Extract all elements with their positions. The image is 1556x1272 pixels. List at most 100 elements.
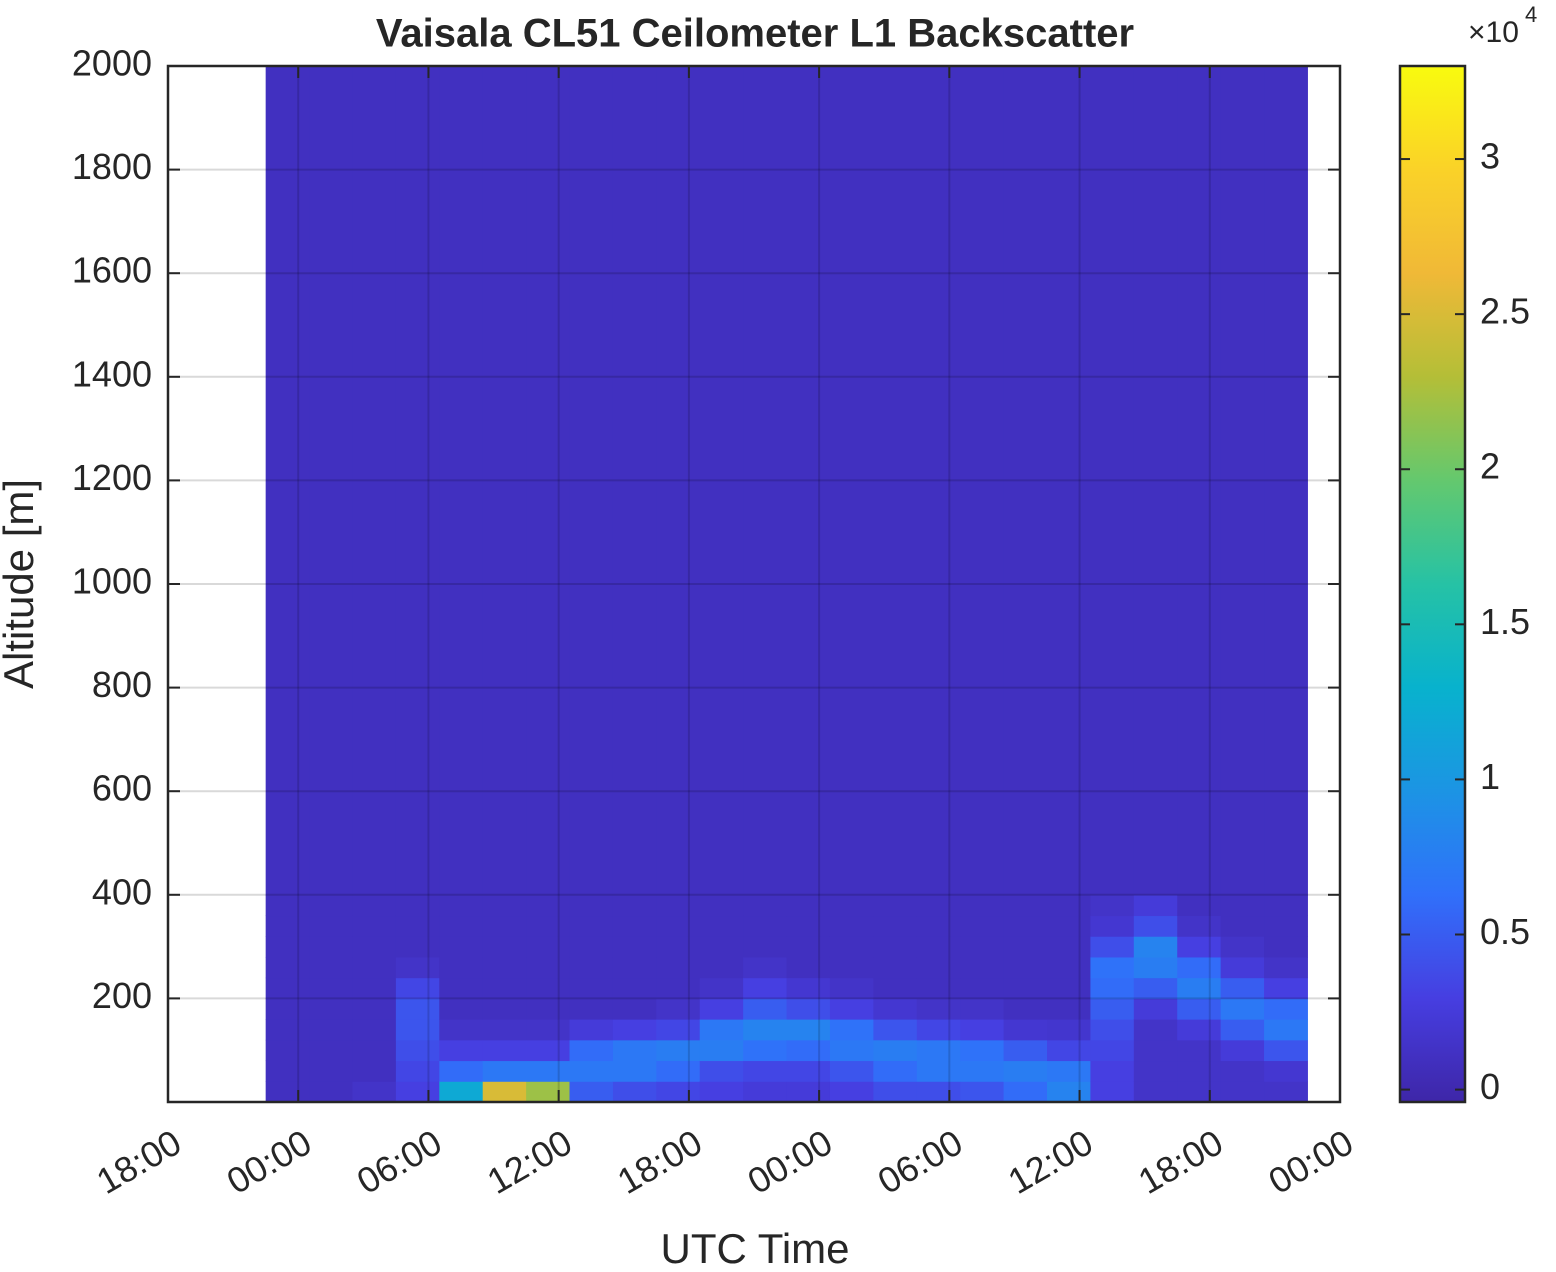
heatmap-cell	[873, 1019, 918, 1041]
heatmap-cell	[1090, 1019, 1135, 1041]
heatmap-cell	[612, 66, 657, 896]
heatmap-cell	[873, 1081, 918, 1103]
heatmap-cell	[265, 1081, 310, 1103]
heatmap-cell	[960, 956, 1005, 979]
heatmap-cell	[395, 956, 440, 979]
heatmap-cell	[1133, 936, 1178, 958]
heatmap-cell	[265, 915, 310, 937]
heatmap-cell	[395, 1081, 440, 1103]
heatmap-cell	[1177, 977, 1222, 999]
heatmap-cell	[1090, 915, 1135, 937]
heatmap-cell	[829, 936, 874, 958]
heatmap-cell	[916, 936, 961, 958]
heatmap-cell	[309, 1039, 353, 1062]
heatmap-cell	[482, 977, 527, 999]
heatmap-cell	[699, 1060, 744, 1082]
heatmap-cell	[1133, 1039, 1178, 1062]
heatmap-cell	[439, 66, 484, 896]
heatmap-cell	[786, 956, 831, 979]
heatmap-cell	[1220, 1039, 1265, 1062]
heatmap-cell	[656, 977, 701, 999]
heatmap-cell	[1220, 915, 1265, 937]
heatmap-cell	[612, 1081, 657, 1103]
heatmap-cell	[1177, 956, 1222, 979]
heatmap-cell	[1047, 66, 1091, 896]
heatmap-cell	[1047, 1039, 1091, 1062]
colorbar-exponent: 4	[1525, 2, 1537, 27]
heatmap-cell	[395, 66, 440, 896]
heatmap-cell	[439, 1039, 484, 1062]
heatmap-cell	[526, 998, 571, 1020]
heatmap-cell	[265, 66, 310, 896]
heatmap-cell	[569, 936, 614, 958]
colorbar-tick-label: 1	[1480, 756, 1500, 797]
heatmap-cell	[786, 1039, 831, 1062]
heatmap-cell	[265, 998, 310, 1020]
heatmap-cell	[482, 1081, 527, 1103]
heatmap-cell	[352, 936, 397, 958]
heatmap-cell	[1220, 66, 1265, 896]
heatmap-cell	[265, 1060, 310, 1082]
heatmap-cell	[352, 1019, 397, 1041]
heatmap-cell	[743, 66, 788, 896]
y-tick-label: 2000	[72, 43, 152, 84]
heatmap-cell	[439, 1081, 484, 1103]
heatmap-cell	[699, 915, 744, 937]
heatmap-cell	[1177, 894, 1222, 917]
heatmap-cell	[1047, 894, 1091, 917]
heatmap-cell	[1177, 1039, 1222, 1062]
y-tick-label: 1400	[72, 353, 152, 394]
heatmap-cell	[1177, 1060, 1222, 1082]
heatmap-cell	[352, 894, 397, 917]
heatmap-cell	[829, 66, 874, 896]
heatmap-cell	[873, 977, 918, 999]
heatmap-cell	[1003, 1081, 1048, 1103]
heatmap-cell	[352, 1039, 397, 1062]
heatmap-cell	[526, 977, 571, 999]
heatmap-cell	[916, 956, 961, 979]
heatmap-cell	[960, 894, 1005, 917]
heatmap-cell	[1090, 66, 1135, 896]
heatmap-cell	[482, 1019, 527, 1041]
heatmap	[265, 66, 1308, 1103]
colorbar-tick-label: 1.5	[1480, 601, 1530, 642]
heatmap-cell	[1133, 66, 1178, 896]
chart-title: Vaisala CL51 Ceilometer L1 Backscatter	[376, 12, 1134, 56]
heatmap-cell	[873, 915, 918, 937]
heatmap-cell	[439, 977, 484, 999]
heatmap-cell	[656, 1039, 701, 1062]
heatmap-cell	[1133, 915, 1178, 937]
heatmap-cell	[786, 1081, 831, 1103]
heatmap-cell	[309, 894, 353, 917]
heatmap-cell	[439, 1019, 484, 1041]
heatmap-cell	[960, 1019, 1005, 1041]
heatmap-cell	[1133, 1081, 1178, 1103]
heatmap-cell	[916, 66, 961, 896]
heatmap-cell	[1133, 977, 1178, 999]
heatmap-cell	[352, 915, 397, 937]
heatmap-cell	[1090, 998, 1135, 1020]
heatmap-cell	[786, 1019, 831, 1041]
heatmap-cell	[1264, 915, 1308, 937]
heatmap-cell	[612, 894, 657, 917]
heatmap-cell	[1047, 956, 1091, 979]
heatmap-cell	[569, 1039, 614, 1062]
heatmap-cell	[526, 1039, 571, 1062]
heatmap-cell	[439, 894, 484, 917]
plot-frame	[166, 64, 1342, 1104]
x-axis-label: UTC Time	[661, 1225, 850, 1272]
heatmap-cell	[1003, 894, 1048, 917]
heatmap-cell	[395, 977, 440, 999]
heatmap-cell	[786, 915, 831, 937]
heatmap-cell	[1177, 66, 1222, 896]
heatmap-cell	[873, 998, 918, 1020]
heatmap-cell	[873, 956, 918, 979]
heatmap-cell	[1003, 936, 1048, 958]
heatmap-cell	[829, 1039, 874, 1062]
heatmap-cell	[439, 915, 484, 937]
y-tick-label: 200	[92, 975, 152, 1016]
heatmap-cell	[1003, 915, 1048, 937]
heatmap-cell	[482, 894, 527, 917]
heatmap-cell	[1264, 956, 1308, 979]
heatmap-cell	[873, 894, 918, 917]
